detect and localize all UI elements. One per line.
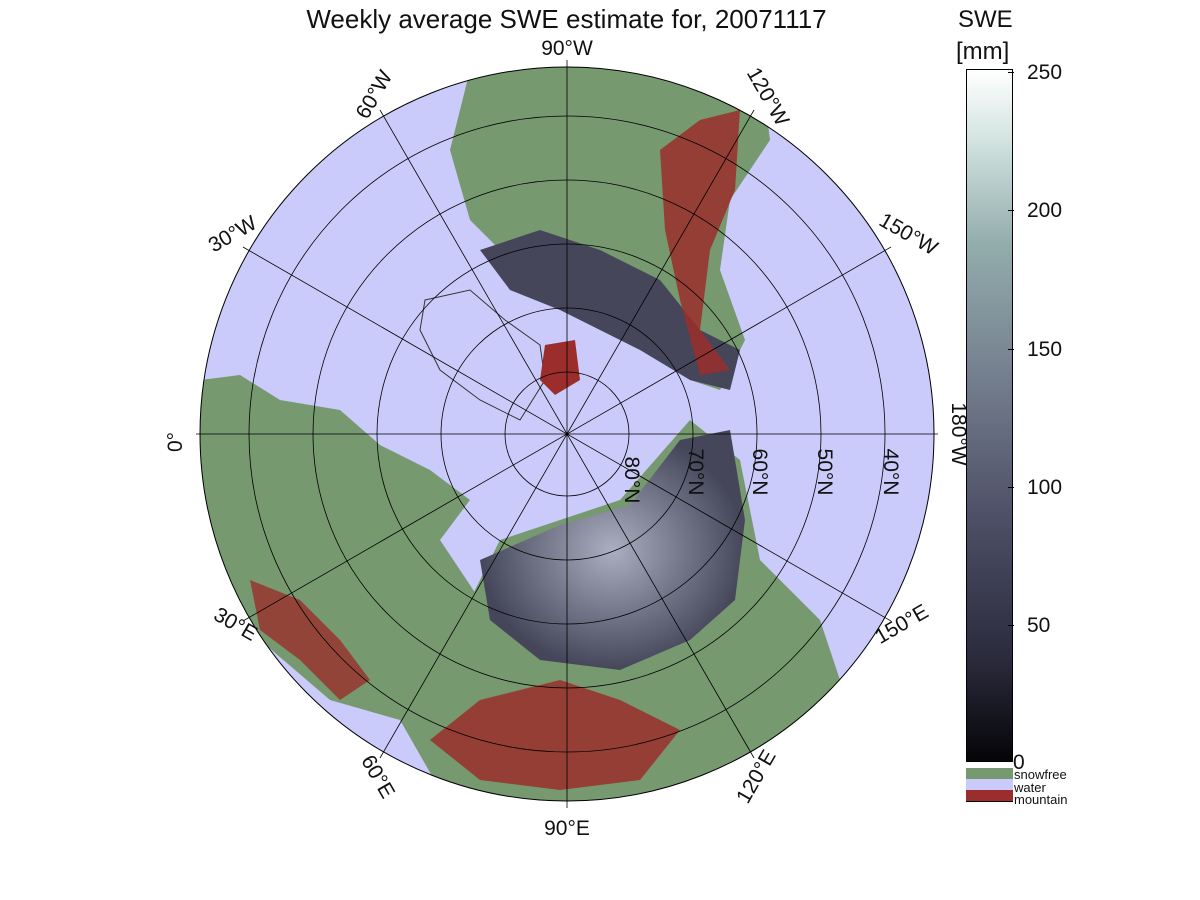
colorbar-tick-label: 0 <box>1013 751 1025 774</box>
meridian-150w-30e <box>242 246 892 622</box>
lat-label-70n: 70°N <box>684 449 707 496</box>
mountain-central-asia <box>430 680 680 790</box>
mountain-greenland-east <box>540 340 580 395</box>
colorbar-label-unit: [mm] <box>956 38 1010 65</box>
colorbar-tick-label: 250 <box>1027 61 1063 84</box>
lon-label-60e: 60°E <box>356 751 399 802</box>
mountain-rockies <box>660 110 740 375</box>
lat-label-80n: 80°N <box>620 457 643 504</box>
legend-label-snowfree: snowfree <box>1014 767 1067 782</box>
legend-label-mountain: mountain <box>1014 792 1068 807</box>
colorbar <box>966 69 1013 762</box>
lat-label-60n: 60°N <box>748 449 771 496</box>
colorbar-tick <box>1008 487 1014 488</box>
colorbar-tick <box>1008 72 1014 73</box>
legend-swatch-snowfree <box>966 768 1013 779</box>
lon-label-0: 0° <box>164 432 187 452</box>
colorbar-tick <box>1008 210 1014 211</box>
legend-swatch-water <box>966 779 1013 790</box>
lon-label-180w: 180°W <box>947 402 970 465</box>
colorbar-tick <box>1008 349 1014 350</box>
colorbar-tick-label: 100 <box>1027 476 1063 499</box>
colorbar-tick-label: 150 <box>1027 338 1063 361</box>
landmass-greenland <box>419 289 546 421</box>
snow-cover-canada <box>480 230 740 390</box>
colorbar-tick <box>1008 625 1014 626</box>
colorbar-label-quantity: SWE <box>958 6 1013 33</box>
colorbar-tick-label: 200 <box>1027 199 1063 222</box>
lat-label-50n: 50°N <box>813 449 836 496</box>
legend-label-water: water <box>1014 780 1046 795</box>
map-boundary <box>199 66 935 802</box>
mountain-europe <box>250 580 370 700</box>
legend-swatch-mountain <box>966 790 1013 802</box>
colorbar-tick-label: 50 <box>1027 614 1051 637</box>
lat-label-40n: 40°N <box>879 449 902 496</box>
map-title: Weekly average SWE estimate for, 2007111… <box>306 4 827 34</box>
lon-label-90w: 90°W <box>541 37 593 60</box>
snow-cover-siberia <box>480 430 745 670</box>
lon-label-90e: 90°E <box>544 817 590 840</box>
